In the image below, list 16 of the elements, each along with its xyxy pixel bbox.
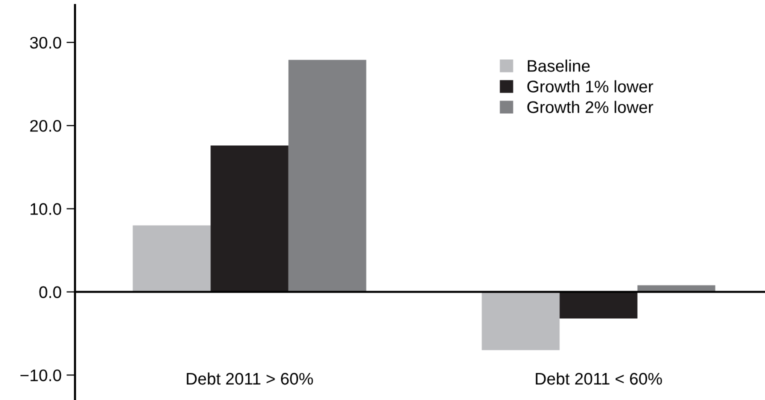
y-tick-label: 10.0	[30, 203, 62, 215]
legend-label: Baseline	[528, 60, 590, 72]
x-tick-label: Debt 2011 > 60%	[186, 372, 313, 385]
x-tick-label: Debt 2011 < 60%	[536, 372, 662, 385]
y-tick-label: 30.0	[30, 36, 62, 49]
y-tick-label: 20.0	[30, 120, 62, 132]
bar	[288, 60, 366, 292]
legend-label: Growth 2% lower	[527, 100, 654, 114]
y-tick-label: 0.0	[39, 286, 62, 298]
bar	[637, 285, 716, 292]
bar	[210, 146, 288, 292]
bar	[482, 292, 560, 350]
legend-label: Growth 1% lower	[527, 80, 654, 92]
y-tick-label: −10.0	[20, 369, 62, 382]
bar	[132, 225, 211, 292]
bar	[560, 292, 638, 319]
